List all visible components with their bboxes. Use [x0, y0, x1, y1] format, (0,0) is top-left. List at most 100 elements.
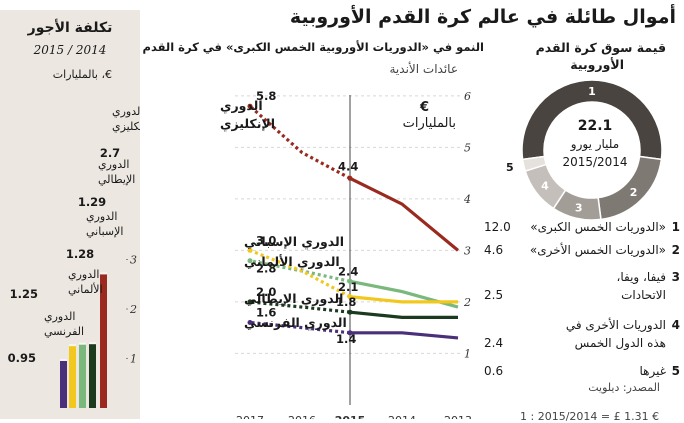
- legend-value: 0.6: [484, 364, 504, 378]
- x-tick-label: 2013: [444, 414, 472, 419]
- series-point: [347, 278, 353, 284]
- series-point: [347, 309, 353, 315]
- wages-league-name: الإسباني: [86, 225, 123, 238]
- series-name-label: الدوري الإسباني: [244, 234, 344, 249]
- legend-value: 2.4: [484, 336, 504, 350]
- wages-league-name: الدوري: [68, 268, 99, 281]
- series-line-forecast: [249, 300, 351, 314]
- wages-panel: تكلفة الأجور 2015 / 2014 €، بالمليارات 3…: [0, 10, 140, 419]
- donut-center-unit: مليار يورو: [570, 137, 620, 151]
- series-data-label: 4.4: [338, 159, 358, 173]
- x-tick-label: 2016: [288, 414, 316, 419]
- market-donut-chart: 1 2 3 4 5: [506, 80, 663, 220]
- legend-number: 2: [671, 243, 680, 257]
- wages-league-name: الدوري: [86, 210, 117, 223]
- legend-label: «الدوريات الخمس الكبرى»: [530, 220, 666, 234]
- growth-subtitle: عائدات الأندية: [389, 62, 459, 76]
- donut-segment: [521, 80, 663, 161]
- wages-league-name: الألماني: [68, 282, 103, 296]
- series-point: [247, 258, 253, 264]
- series-data-label: 2.0: [256, 285, 276, 299]
- series-point: [247, 299, 253, 305]
- wages-annotation: الدوري الإسباني: [86, 210, 123, 238]
- wages-bar-cap: [100, 272, 107, 275]
- wages-bar: [89, 344, 96, 408]
- wages-league-name: الفرنسي: [44, 325, 84, 338]
- growth-unit-symbol: €: [420, 100, 430, 115]
- series-data-label: 1.6: [256, 306, 276, 320]
- series-line-actual: [349, 176, 460, 252]
- legend-label: غيرها: [639, 364, 666, 378]
- wages-league-name: الدوري: [112, 105, 140, 118]
- legend-value: 12.0: [484, 220, 511, 234]
- legend-number: 1: [671, 220, 680, 234]
- donut-segment-number: 3: [575, 201, 583, 214]
- y-tick-label: 5: [464, 141, 471, 154]
- y-tick-label: 1: [464, 347, 471, 360]
- donut-segment: [521, 155, 548, 173]
- legend-number: 3: [671, 270, 680, 284]
- legend-value: 4.6: [484, 243, 504, 257]
- wages-annotation: الدوري الإنكليزي: [112, 105, 140, 133]
- market-title-line2: الأوروبية: [570, 57, 624, 72]
- series-name-label: الدوري الألماني: [244, 254, 340, 269]
- wages-value-label: 2.7: [100, 146, 120, 160]
- series-point: [247, 320, 253, 325]
- currency-footnote: 1 : 2015/2014 = £ 1.31 €: [520, 410, 660, 423]
- series-data-label: 2.4: [338, 264, 358, 278]
- wages-value-label: 1.25: [10, 287, 38, 301]
- series-line-forecast: [248, 105, 351, 180]
- series-data-label: 2.1: [338, 280, 358, 294]
- legend-label: «الدوريات الخمس الأخرى»: [529, 243, 666, 257]
- donut-segment-number: 5: [506, 161, 514, 174]
- wages-value-label: 1.29: [78, 195, 106, 209]
- growth-unit-label: بالمليارات: [402, 116, 456, 131]
- wages-bar-cap: [79, 342, 86, 345]
- wages-bar: [69, 346, 76, 408]
- legend-value: 2.5: [484, 288, 504, 302]
- series-point: [347, 175, 353, 181]
- wages-bar: [100, 274, 107, 408]
- series-data-label: 2.8: [256, 262, 276, 276]
- series-line-forecast: [249, 320, 351, 335]
- wages-value-label: 1.28: [66, 247, 94, 261]
- series-line-actual: [350, 331, 459, 340]
- series-point: [347, 330, 353, 336]
- series-name-label: الدوري الفرنسي: [244, 315, 347, 330]
- series-data-label: 1.4: [336, 332, 356, 346]
- wages-league-name: الدوري: [44, 310, 75, 323]
- wages-period: 2015 / 2014: [33, 43, 107, 57]
- series-line-actual: [349, 310, 458, 319]
- growth-title: النمو في «الدوريات الأوروبية الخمس الكبر…: [142, 40, 484, 54]
- wages-tick-label: 2: [129, 303, 137, 316]
- wages-tick-label: 3: [130, 254, 137, 267]
- wages-title: تكلفة الأجور: [27, 20, 113, 36]
- wages-unit: €، بالمليارات: [52, 68, 112, 81]
- series-line-forecast: [249, 248, 351, 299]
- series-name-label: الدوري: [220, 98, 263, 113]
- series-point: [247, 103, 253, 109]
- donut-segment-number: 4: [541, 180, 549, 193]
- growth-line-chart: 1 2 3 4 5 6 2013 2014 2015 2016 2017 4.4 5.8 2.4 2.8 2.…: [220, 89, 472, 419]
- series-name-label: الدوري الإيطالي: [244, 291, 343, 306]
- series-point: [347, 294, 353, 300]
- wages-league-name: الدوري: [98, 158, 129, 171]
- page-title: أموال طائلة في عالم كرة القدم الأوروبية: [289, 6, 676, 28]
- donut-center-period: 2015/2014: [562, 155, 628, 169]
- wages-bar-cap: [69, 344, 76, 347]
- x-tick-label: 2015: [335, 414, 366, 419]
- wages-value-label: 0.95: [8, 351, 36, 365]
- donut-center-value: 22.1: [577, 118, 613, 134]
- legend-label: الدوريات الأخرى في: [565, 318, 666, 332]
- donut-segment-number: 1: [588, 85, 596, 98]
- series-point: [247, 247, 253, 253]
- x-tick-label: 2014: [388, 414, 416, 419]
- wages-bar: [60, 360, 67, 408]
- series-data-label: 1.8: [336, 295, 356, 309]
- wages-bar-cap: [89, 342, 96, 345]
- wages-league-name: الإنكليزي: [112, 120, 140, 133]
- x-tick-label: 2017: [236, 414, 264, 419]
- legend-label: فيفا، ويفا،: [616, 270, 666, 284]
- series-line-actual: [349, 295, 458, 304]
